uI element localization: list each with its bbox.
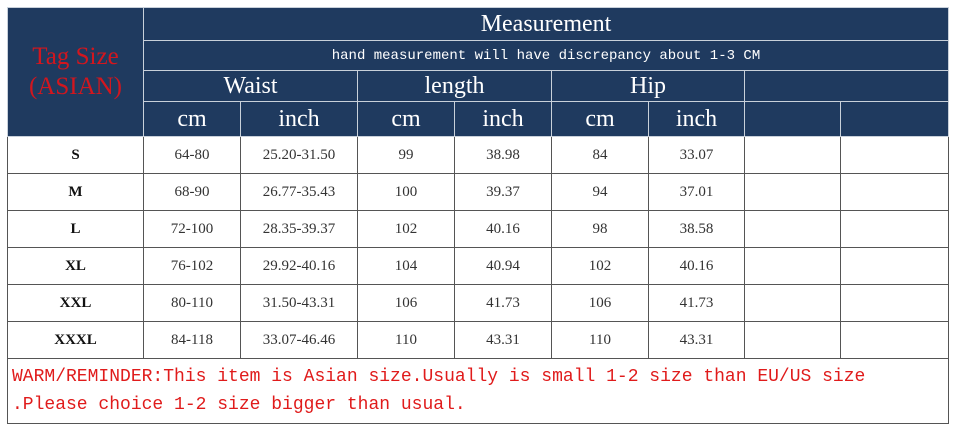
empty-cell [744,321,841,359]
table-row: M 68-90 26.77-35.43 100 39.37 94 37.01 [7,173,949,211]
cell-waist-in: 25.20-31.50 [240,136,358,174]
table-row: S 64-80 25.20-31.50 99 38.98 84 33.07 [7,136,949,174]
warm-reminder: WARM/REMINDER:This item is Asian size.Us… [7,358,949,424]
cell-length-cm: 106 [357,284,455,322]
cell-size: XL [7,247,144,285]
tag-size-label: Tag Size [32,43,119,70]
cell-waist-in: 33.07-46.46 [240,321,358,359]
cell-length-cm: 110 [357,321,455,359]
unit-cm: cm [357,101,455,137]
cell-hip-in: 33.07 [648,136,745,174]
empty-cell [840,284,949,322]
table-row: XXXL 84-118 33.07-46.46 110 43.31 110 43.31 [7,321,949,359]
unit-cm: cm [551,101,649,137]
cell-length-in: 41.73 [454,284,552,322]
empty-cell [840,210,949,248]
unit-inch: inch [648,101,745,137]
cell-size: S [7,136,144,174]
cell-waist-cm: 76-102 [143,247,241,285]
cell-length-in: 43.31 [454,321,552,359]
cell-hip-cm: 106 [551,284,649,322]
cell-hip-in: 38.58 [648,210,745,248]
size-chart-table: Tag Size (ASIAN) Measurement hand measur… [7,7,949,424]
cell-hip-cm: 94 [551,173,649,211]
cell-hip-in: 37.01 [648,173,745,211]
cell-length-cm: 104 [357,247,455,285]
cell-hip-cm: 84 [551,136,649,174]
empty-unit [744,101,841,137]
cell-length-in: 39.37 [454,173,552,211]
cell-waist-cm: 72-100 [143,210,241,248]
cell-hip-in: 40.16 [648,247,745,285]
empty-cell [744,173,841,211]
cell-length-cm: 102 [357,210,455,248]
table-row: XL 76-102 29.92-40.16 104 40.94 102 40.16 [7,247,949,285]
table-row: L 72-100 28.35-39.37 102 40.16 98 38.58 [7,210,949,248]
tag-size-header: Tag Size (ASIAN) [7,7,144,137]
cell-size: L [7,210,144,248]
empty-header [744,70,949,102]
cell-waist-in: 31.50-43.31 [240,284,358,322]
cell-hip-in: 41.73 [648,284,745,322]
cell-waist-cm: 84-118 [143,321,241,359]
cell-waist-in: 29.92-40.16 [240,247,358,285]
cell-waist-in: 28.35-39.37 [240,210,358,248]
cell-hip-in: 43.31 [648,321,745,359]
cell-size: XXXL [7,321,144,359]
unit-inch: inch [454,101,552,137]
unit-inch: inch [240,101,358,137]
cell-size: M [7,173,144,211]
empty-cell [744,210,841,248]
cell-hip-cm: 98 [551,210,649,248]
cell-hip-cm: 102 [551,247,649,285]
empty-cell [840,173,949,211]
cell-length-cm: 100 [357,173,455,211]
tag-region-label: (ASIAN) [28,73,123,100]
discrepancy-note: hand measurement will have discrepancy a… [143,40,949,71]
empty-cell [840,247,949,285]
cell-waist-cm: 64-80 [143,136,241,174]
table-row: XXL 80-110 31.50-43.31 106 41.73 106 41.73 [7,284,949,322]
length-header: length [357,70,552,102]
cell-size: XXL [7,284,144,322]
measurement-title: Measurement [143,7,949,41]
cell-waist-cm: 68-90 [143,173,241,211]
empty-cell [744,136,841,174]
cell-length-in: 40.16 [454,210,552,248]
cell-length-in: 38.98 [454,136,552,174]
unit-cm: cm [143,101,241,137]
empty-cell [744,284,841,322]
waist-header: Waist [143,70,358,102]
empty-cell [840,321,949,359]
empty-unit [840,101,949,137]
hip-header: Hip [551,70,745,102]
empty-cell [744,247,841,285]
cell-waist-cm: 80-110 [143,284,241,322]
cell-length-cm: 99 [357,136,455,174]
cell-length-in: 40.94 [454,247,552,285]
cell-waist-in: 26.77-35.43 [240,173,358,211]
empty-cell [840,136,949,174]
cell-hip-cm: 110 [551,321,649,359]
